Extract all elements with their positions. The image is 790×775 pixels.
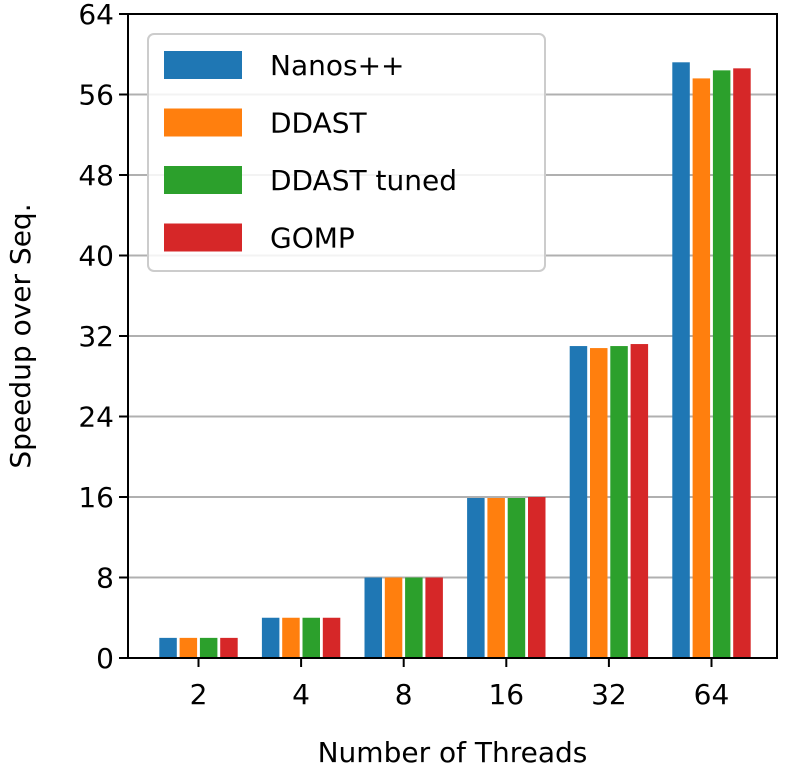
legend-label: GOMP (270, 222, 355, 255)
x-tick-label: 2 (190, 678, 208, 711)
bar-ddast-tuned-8 (405, 577, 423, 658)
bar-gomp-8 (425, 577, 443, 658)
legend: Nanos++ DDAST DDAST tuned GOMP (147, 33, 546, 272)
y-tick-label: 8 (96, 562, 114, 595)
bar-ddast-16 (487, 498, 505, 658)
bar-gomp-2 (220, 637, 238, 658)
y-tick-label: 24 (78, 401, 114, 434)
y-tick-label: 56 (78, 79, 114, 112)
legend-label: Nanos++ (270, 49, 405, 82)
x-tick-label: 16 (488, 678, 524, 711)
legend-swatch (164, 51, 242, 79)
bar-nanos--8 (364, 577, 382, 658)
bar-ddast-tuned-2 (199, 637, 218, 658)
bar-nanos--2 (159, 637, 177, 658)
bar-nanos--4 (261, 617, 280, 658)
y-axis-title: Speedup over Seq. (4, 203, 37, 468)
y-tick-label: 64 (78, 0, 114, 31)
y-tick-label: 48 (78, 159, 114, 192)
x-tick-label: 32 (591, 678, 627, 711)
bar-nanos--32 (569, 346, 588, 658)
bars (159, 62, 751, 659)
bar-ddast-tuned-64 (712, 70, 731, 659)
bar-ddast-64 (692, 78, 711, 658)
bar-ddast-tuned-16 (507, 498, 526, 658)
x-tick-label: 64 (694, 678, 730, 711)
legend-label: DDAST (270, 107, 368, 140)
y-tick-label: 40 (78, 240, 114, 273)
bar-gomp-32 (630, 344, 649, 658)
legend-swatch (164, 108, 242, 137)
bar-gomp-4 (322, 617, 341, 658)
x-axis-title: Number of Threads (318, 736, 588, 769)
bar-ddast-32 (590, 348, 608, 658)
bar-ddast-4 (282, 617, 300, 658)
legend-box (147, 33, 546, 272)
legend-label: DDAST tuned (270, 164, 457, 197)
bar-ddast-tuned-4 (302, 617, 320, 658)
y-tick-label: 32 (78, 320, 114, 353)
bar-gomp-64 (733, 68, 751, 658)
y-axis: 0 8 16 24 32 40 48 56 64 (78, 0, 128, 675)
legend-swatch (164, 166, 242, 194)
x-tick-label: 4 (292, 678, 310, 711)
bar-gomp-16 (528, 497, 546, 658)
y-tick-label: 0 (96, 642, 114, 675)
bar-ddast-tuned-32 (610, 346, 628, 658)
y-tick-label: 16 (78, 481, 114, 514)
x-tick-label: 8 (395, 678, 413, 711)
bar-ddast-2 (179, 637, 198, 658)
x-axis: 2 4 8 16 32 64 (190, 658, 730, 711)
bar-ddast-8 (384, 577, 403, 658)
bar-nanos--16 (467, 498, 485, 658)
legend-swatch (164, 223, 242, 252)
bar-nanos--64 (672, 62, 690, 659)
